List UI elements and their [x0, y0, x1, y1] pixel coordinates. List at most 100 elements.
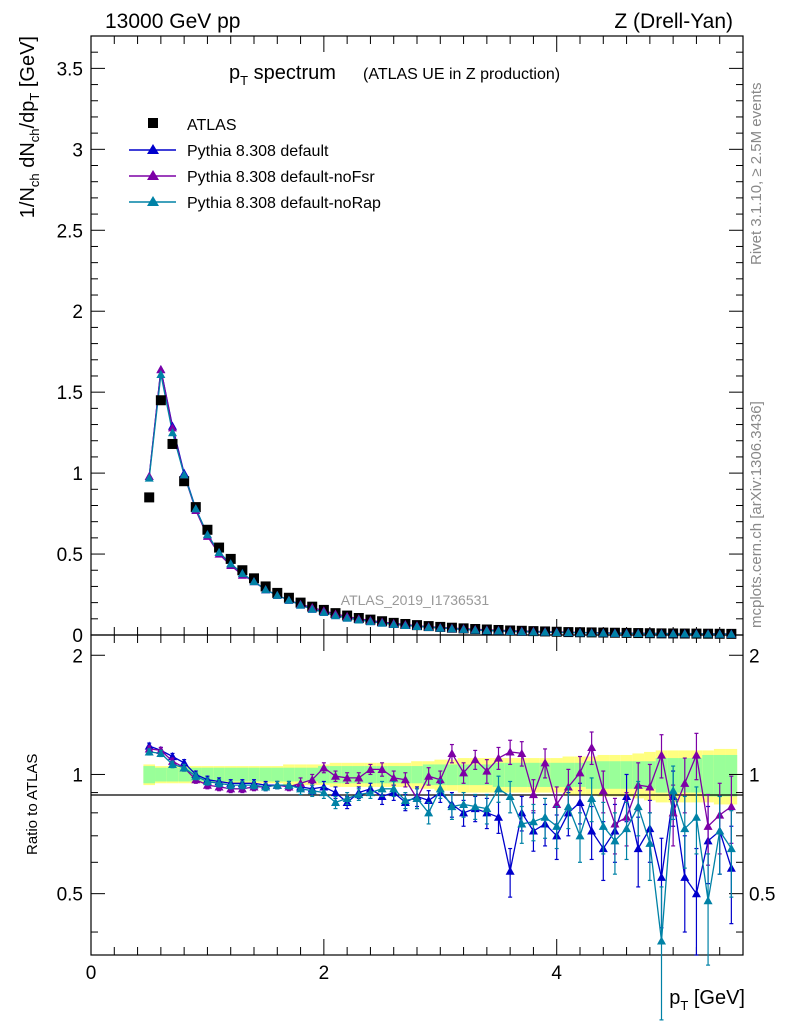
- ratio-marker-nofsr: [494, 753, 503, 762]
- ratio-marker-nofsr: [726, 802, 736, 811]
- marker-norap: [610, 628, 620, 637]
- band-inner: [201, 767, 214, 782]
- ratio-marker-norap: [191, 771, 201, 780]
- marker-norap: [389, 619, 399, 628]
- band-inner: [702, 754, 714, 797]
- atlas-point: [144, 492, 155, 503]
- bottom-y-tick-label-right: 1: [749, 765, 760, 786]
- atlas-point: [202, 524, 213, 535]
- marker-norap: [202, 530, 212, 539]
- ratio-marker-default: [691, 889, 701, 898]
- ratio-marker-nofsr: [645, 782, 655, 791]
- marker-norap: [284, 595, 294, 604]
- ratio-marker-norap: [657, 936, 666, 945]
- ratio-marker-norap: [156, 748, 166, 758]
- x-tick-label: 0: [86, 963, 97, 984]
- ratio-marker-norap: [342, 793, 352, 803]
- top-data-layer: [144, 364, 737, 639]
- ratio-marker-default: [587, 826, 597, 835]
- bottom-y-axis-label: Ratio to ATLAS: [24, 754, 41, 855]
- marker-norap: [377, 618, 387, 627]
- top-y-tick-label: 2: [72, 302, 83, 323]
- ratio-marker-nofsr: [354, 773, 364, 782]
- ratio-marker-norap: [226, 780, 236, 789]
- ratio-marker-norap: [610, 836, 620, 845]
- marker-norap: [575, 628, 585, 637]
- marker-norap: [319, 607, 329, 616]
- ratio-marker-norap: [168, 759, 177, 769]
- marker-norap: [179, 470, 189, 479]
- ratio-marker-default: [168, 752, 177, 761]
- band-inner: [446, 764, 458, 786]
- ratio-marker-norap: [214, 778, 224, 787]
- title-sub: T: [240, 73, 248, 88]
- marker-norap: [412, 621, 422, 631]
- band-inner: [271, 767, 284, 782]
- ratio-marker-norap: [680, 824, 690, 833]
- ratio-marker-nofsr: [505, 747, 515, 756]
- ratio-marker-nofsr: [319, 763, 329, 772]
- ratio-marker-norap: [552, 821, 562, 830]
- ratio-marker-norap: [424, 808, 434, 817]
- marker-norap: [237, 568, 247, 578]
- marker-norap: [226, 559, 236, 568]
- top-y-tick-label: 1.5: [57, 383, 83, 404]
- ratio-data-layer: [144, 731, 736, 1021]
- marker-norap: [540, 627, 550, 636]
- ratio-marker-norap: [272, 780, 282, 789]
- top-y-tick-label: 3.5: [57, 59, 83, 80]
- ratio-marker-nofsr: [400, 775, 410, 784]
- band-inner: [143, 766, 156, 784]
- marker-norap: [528, 627, 538, 636]
- marker-norap: [470, 625, 480, 634]
- rivet-version-text: Rivet 3.1.10, ≥ 2.5M events: [748, 83, 765, 266]
- top-y-tick-label: 1: [72, 464, 83, 485]
- band-inner: [166, 767, 179, 782]
- top-y-axis-label: 1/Nch dNch/dpT [GeV]: [17, 36, 42, 218]
- ratio-marker-default: [505, 866, 515, 875]
- marker-norap: [214, 547, 224, 557]
- plot-subtitle: (ATLAS UE in Z production): [363, 66, 560, 83]
- marker-norap: [691, 629, 701, 638]
- ratio-marker-norap: [284, 780, 294, 789]
- ratio-marker-norap: [365, 788, 375, 797]
- ratio-marker-norap: [540, 812, 550, 821]
- ratio-marker-norap: [575, 831, 585, 840]
- legend-norap-marker: [147, 196, 159, 206]
- marker-norap: [459, 624, 469, 633]
- band-inner: [294, 767, 307, 782]
- band-inner: [248, 767, 260, 782]
- ratio-marker-nofsr: [657, 750, 666, 759]
- ratio-marker-norap: [633, 802, 643, 811]
- ratio-marker-norap: [202, 776, 212, 786]
- top-y-tick-label: 0: [72, 626, 83, 647]
- title-p: p: [229, 62, 240, 84]
- plot-title: pT spectrum: [229, 62, 336, 88]
- ratio-marker-norap: [249, 780, 259, 789]
- title-rest: spectrum: [248, 62, 336, 84]
- ratio-marker-norap: [144, 747, 154, 756]
- marker-norap: [622, 628, 632, 637]
- legend-atlas-label: ATLAS: [187, 117, 237, 134]
- bottom-y-tick-label-left: 2: [72, 646, 83, 667]
- bottom-y-tick-label-right: 0.5: [749, 885, 775, 906]
- ratio-marker-norap: [645, 838, 655, 847]
- marker-norap: [715, 629, 725, 638]
- atlas-point: [167, 438, 178, 449]
- ratio-marker-norap: [470, 802, 480, 811]
- marker-norap: [168, 428, 177, 437]
- marker-norap: [517, 627, 527, 636]
- marker-norap: [645, 629, 655, 638]
- top-y-tick-label: 0.5: [57, 545, 83, 566]
- ratio-marker-norap: [389, 784, 399, 793]
- legend-atlas-marker: [148, 118, 158, 128]
- ratio-marker-norap: [261, 782, 271, 791]
- marker-norap: [272, 590, 282, 599]
- ratio-marker-nofsr: [342, 773, 352, 782]
- band-inner: [585, 761, 598, 789]
- atlas-point: [155, 395, 166, 406]
- ratio-marker-norap: [691, 812, 701, 821]
- ratio-marker-nofsr: [528, 789, 538, 799]
- ratio-marker-norap: [726, 844, 736, 853]
- header-right: Z (Drell-Yan): [614, 10, 733, 33]
